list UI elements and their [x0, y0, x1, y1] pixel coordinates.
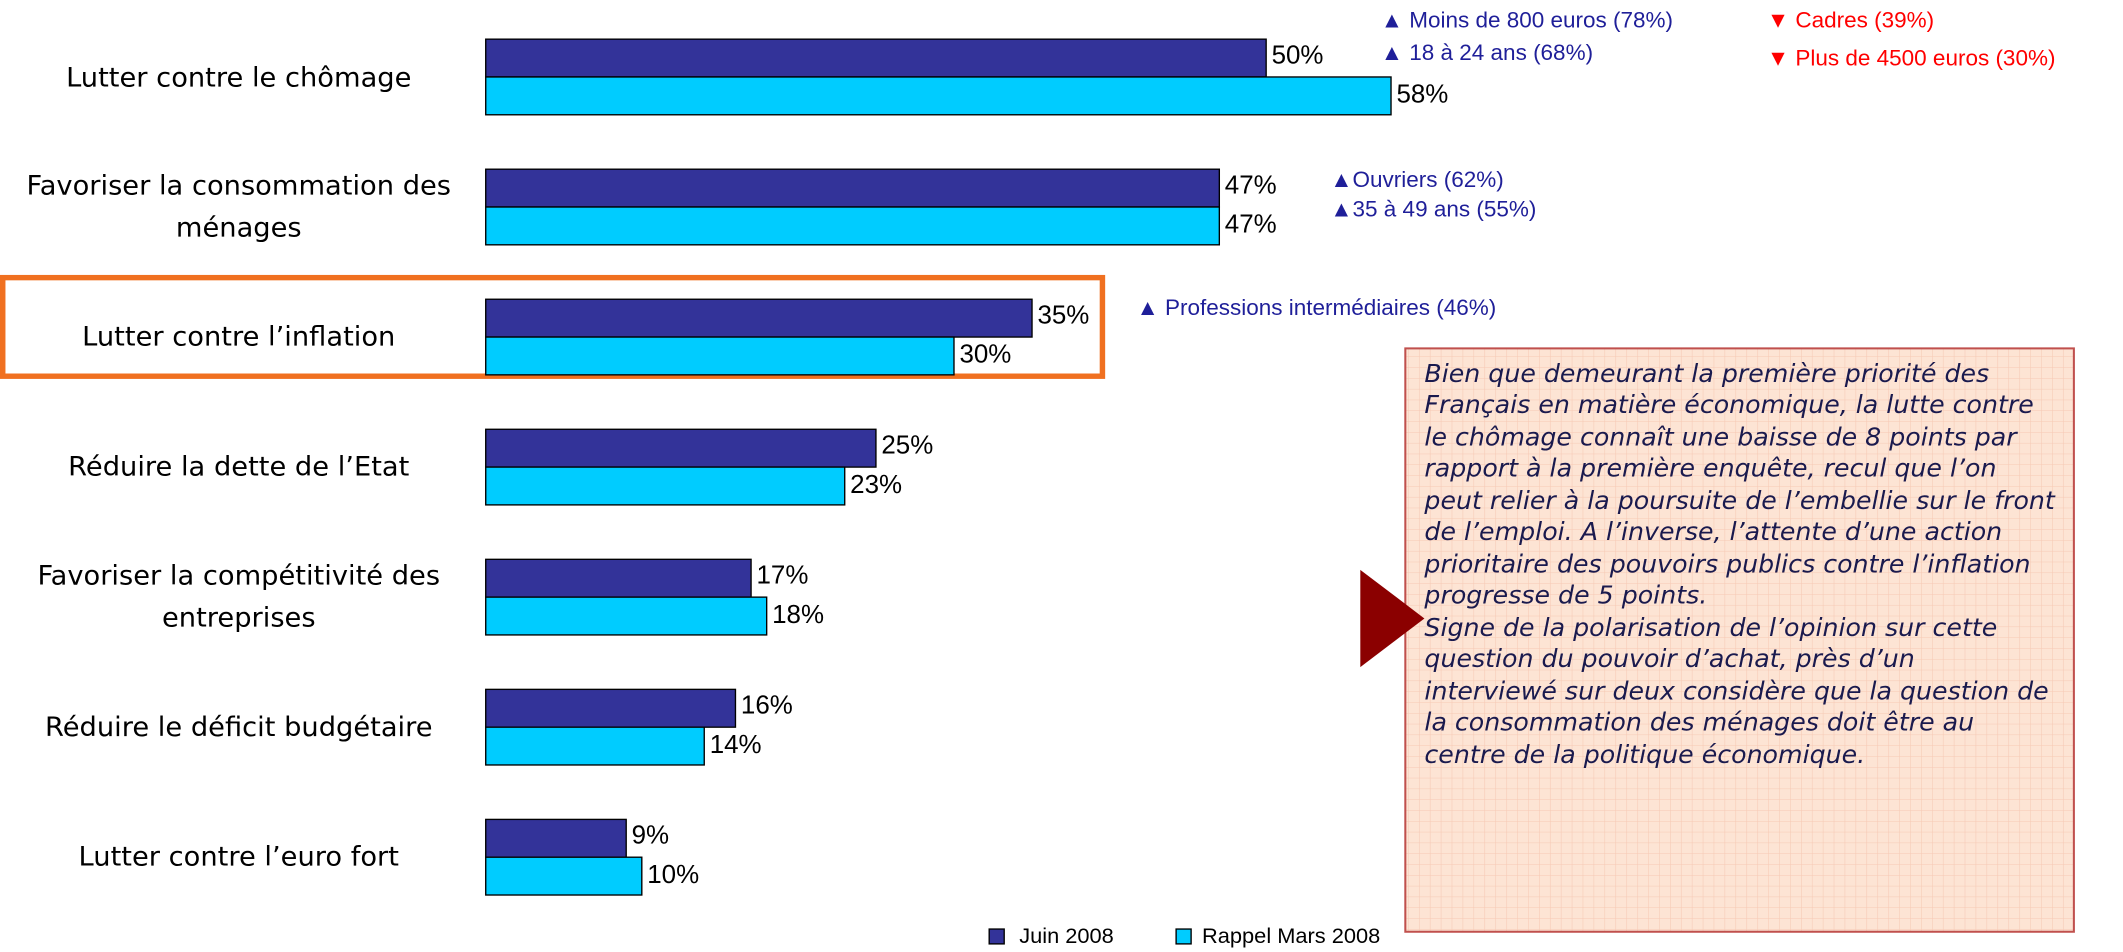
legend-label: Juin 2008 — [1019, 923, 1114, 948]
value-label: 47% — [1225, 172, 1277, 200]
commentary-paragraph: Signe de la polarisation de l’opinion su… — [1424, 614, 2049, 770]
category-label: Réduire la dette de l’Etat — [68, 450, 410, 483]
value-label: 16% — [741, 692, 793, 720]
highlight-box — [0, 274, 1106, 379]
bar — [485, 856, 643, 896]
legend-label: Rappel Mars 2008 — [1202, 923, 1380, 948]
annotation: ▲ Moins de 800 euros (78%) — [1381, 8, 1673, 33]
category-label-box: Réduire la dette de l’Etat — [68, 450, 410, 483]
bar — [485, 818, 627, 858]
category-label: Lutter contre le chômage — [66, 60, 412, 93]
commentary: Bien que demeurant la première priorité … — [1424, 360, 2055, 770]
category-label: Favoriser la compétitivité des entrepris… — [37, 559, 441, 634]
value-label: 35% — [1037, 302, 1089, 330]
value-label: 14% — [710, 731, 762, 759]
bar — [485, 726, 705, 766]
value-label: 58% — [1396, 81, 1448, 109]
value-label: 25% — [881, 432, 933, 460]
bar — [485, 206, 1221, 246]
category-label-box: Réduire le déficit budgétaire — [44, 710, 433, 743]
value-label: 18% — [772, 601, 824, 629]
bar — [485, 596, 768, 636]
legend-swatch — [988, 928, 1005, 945]
bar — [485, 688, 737, 728]
category-label: Réduire le déficit budgétaire — [44, 710, 433, 743]
category-label-box: Lutter contre le chômage — [66, 60, 412, 93]
annotation: ▲35 à 49 ans (55%) — [1330, 197, 1536, 222]
value-label: 30% — [959, 341, 1011, 369]
category-label: Lutter contre l’inflation — [82, 320, 396, 353]
value-label: 9% — [632, 822, 669, 850]
value-label: 23% — [850, 471, 902, 499]
legend-swatch — [1175, 928, 1192, 945]
value-label: 10% — [647, 861, 699, 889]
bar — [485, 428, 877, 468]
bar — [485, 298, 1033, 338]
annotation: ▼ Cadres (39%) — [1767, 8, 1934, 33]
annotation: ▲Ouvriers (62%) — [1330, 167, 1503, 192]
category-label-box: Favoriser la compétitivité des entrepris… — [37, 559, 441, 634]
bar — [485, 168, 1221, 208]
category-label-box: Lutter contre l’euro fort — [78, 840, 399, 873]
bar — [485, 336, 955, 376]
bar — [485, 466, 846, 506]
annotation: ▲ 18 à 24 ans (68%) — [1381, 40, 1593, 65]
bar — [485, 76, 1392, 116]
value-label: 17% — [757, 562, 809, 590]
value-label: 50% — [1272, 42, 1324, 70]
arrow — [1360, 569, 1425, 668]
commentary-paragraph: Bien que demeurant la première priorité … — [1424, 360, 2055, 611]
category-label-box: Lutter contre l’inflation — [82, 320, 396, 353]
commentary-box — [1404, 347, 2075, 933]
annotation: ▲ Professions intermédiaires (46%) — [1137, 295, 1497, 320]
category-label: Favoriser la consommation des ménages — [26, 169, 452, 244]
bar — [485, 558, 752, 598]
category-label-box: Favoriser la consommation des ménages — [26, 169, 452, 244]
category-label: Lutter contre l’euro fort — [78, 840, 399, 873]
annotation: ▼ Plus de 4500 euros (30%) — [1767, 45, 2056, 70]
value-label: 47% — [1225, 211, 1277, 239]
bar — [485, 38, 1267, 78]
